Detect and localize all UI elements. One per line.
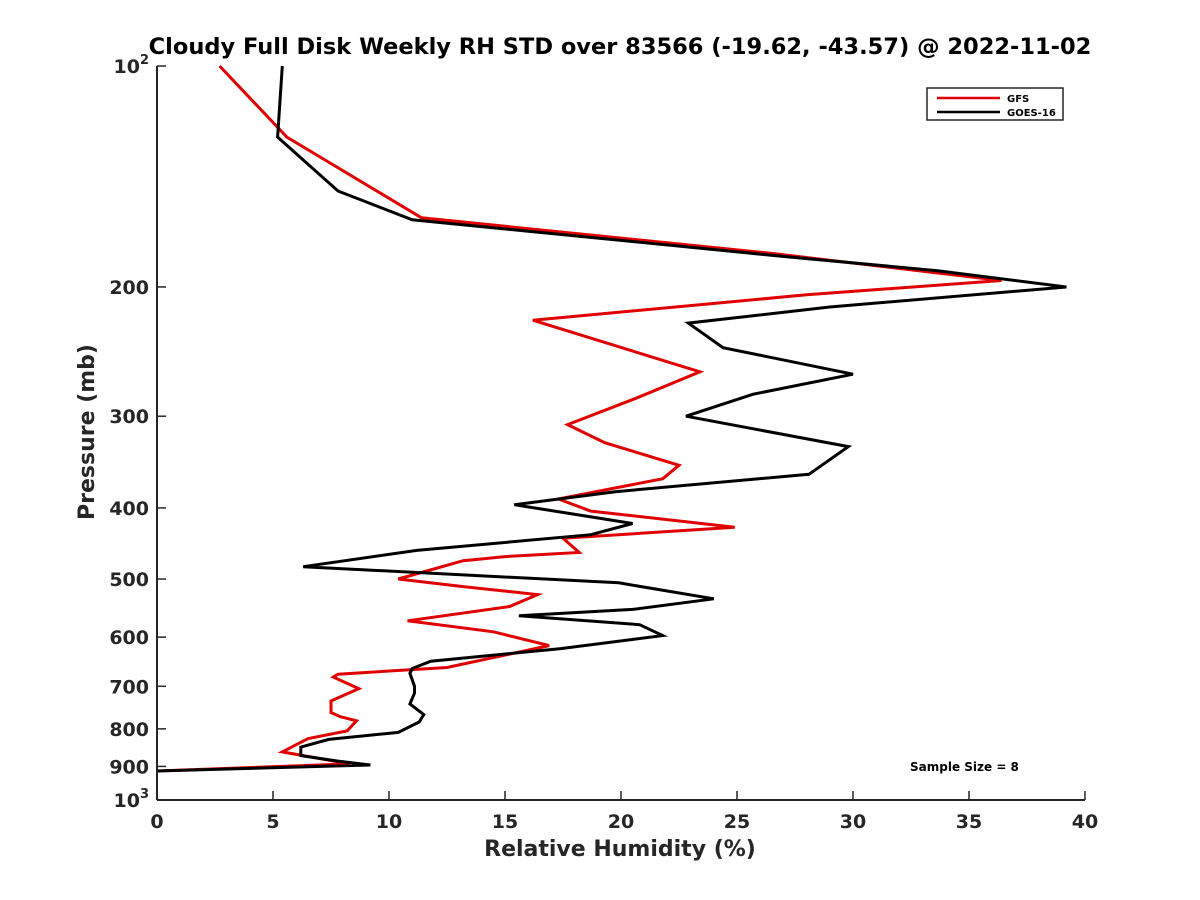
legend-box <box>926 87 1064 121</box>
y-tick-label-base: 800 <box>109 719 149 741</box>
legend: GFS GOES-16 <box>926 87 1064 121</box>
y-tick-label-base: 600 <box>109 627 149 649</box>
series-line-gfs <box>156 64 1002 773</box>
y-tick-label: 900 <box>109 756 149 778</box>
x-tick-label: 15 <box>492 811 518 833</box>
series-line-goes-16 <box>156 65 1067 773</box>
y-tick-label-base: 200 <box>109 277 149 299</box>
y-tick-label-base: 400 <box>109 498 149 520</box>
y-tick-label-base: 10 <box>114 790 140 812</box>
legend-items: GFS GOES-16 <box>937 94 1056 119</box>
series-group <box>156 64 1067 773</box>
y-tick-label: 400 <box>109 498 149 520</box>
plot-area: 0 5 10 15 20 25 30 35 40 10220030040050060070080… <box>109 53 1098 833</box>
x-tick-label: 25 <box>724 811 750 833</box>
y-tick-label: 103 <box>114 787 150 812</box>
x-tick-label: 5 <box>266 811 279 833</box>
y-tick-label: 102 <box>114 53 150 78</box>
legend-label: GFS <box>1007 94 1029 105</box>
y-tick-label-base: 700 <box>109 676 149 698</box>
y-tick-label-exponent: 3 <box>140 787 149 802</box>
y-tick-label: 500 <box>109 569 149 591</box>
chart-title: Cloudy Full Disk Weekly RH STD over 8356… <box>149 34 1092 60</box>
x-ticks: 0 5 10 15 20 25 30 35 40 <box>150 791 1098 833</box>
x-tick-label: 30 <box>840 811 866 833</box>
x-tick-label: 35 <box>956 811 982 833</box>
y-tick-label-base: 300 <box>109 406 149 428</box>
x-tick-label: 20 <box>608 811 634 833</box>
y-tick-label: 300 <box>109 406 149 428</box>
x-tick-label: 10 <box>376 811 402 833</box>
y-tick-label: 800 <box>109 719 149 741</box>
y-axis-label: Pressure (mb) <box>75 344 100 520</box>
y-tick-label-base: 500 <box>109 569 149 591</box>
sample-size-annotation: Sample Size = 8 <box>910 760 1019 774</box>
x-tick-label: 0 <box>150 811 163 833</box>
x-tick-label: 40 <box>1072 811 1098 833</box>
legend-label: GOES-16 <box>1007 108 1056 119</box>
y-tick-label: 200 <box>109 277 149 299</box>
y-tick-label-base: 10 <box>114 56 140 78</box>
x-axis-label: Relative Humidity (%) <box>484 837 756 862</box>
y-tick-label: 700 <box>109 676 149 698</box>
y-tick-label: 600 <box>109 627 149 649</box>
y-tick-label-exponent: 2 <box>140 53 149 68</box>
y-tick-label-base: 900 <box>109 756 149 778</box>
